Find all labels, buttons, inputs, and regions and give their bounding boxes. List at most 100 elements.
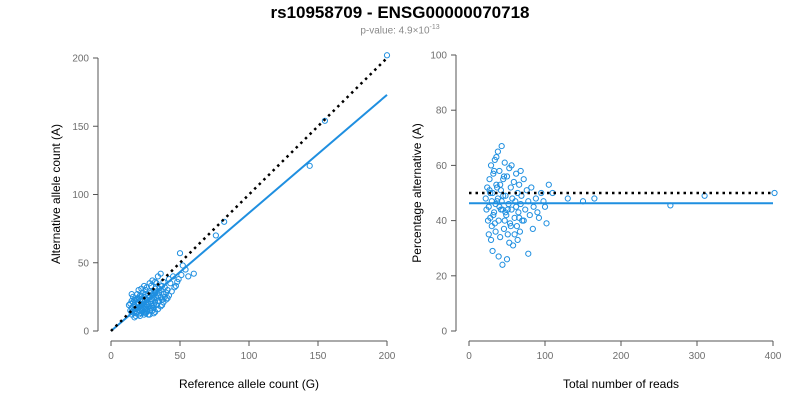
x-tick-label: 400 xyxy=(765,351,782,362)
x-axis-label: Total number of reads xyxy=(563,377,679,391)
p-value-text: p-value: 4.9×10 xyxy=(360,25,430,37)
data-point xyxy=(513,203,520,210)
data-point xyxy=(501,217,508,224)
chart-subtitle: p-value: 4.9×10-13 xyxy=(0,24,800,36)
data-point xyxy=(157,270,164,277)
data-point xyxy=(515,209,522,216)
data-point xyxy=(493,181,500,188)
data-point xyxy=(490,167,498,175)
y-tick-label: 80 xyxy=(436,106,448,117)
data-point xyxy=(490,209,498,216)
fit-line xyxy=(110,94,388,332)
data-point xyxy=(212,232,219,239)
data-point xyxy=(514,236,521,244)
data-point xyxy=(136,292,144,299)
y-tick-label: 0 xyxy=(83,327,89,338)
data-point xyxy=(564,195,571,202)
data-point xyxy=(149,296,156,303)
data-point xyxy=(513,170,520,177)
data-point xyxy=(484,217,492,224)
data-point xyxy=(500,173,508,180)
data-point xyxy=(496,167,503,175)
y-tick-label: 20 xyxy=(436,271,448,282)
data-point xyxy=(178,271,185,279)
data-point xyxy=(506,220,514,227)
data-point xyxy=(503,211,510,219)
data-point xyxy=(493,154,500,161)
data-point xyxy=(383,52,391,59)
data-point xyxy=(490,211,497,219)
data-point xyxy=(163,296,170,303)
data-point xyxy=(541,203,549,210)
x-tick-label: 0 xyxy=(108,351,114,362)
data-point xyxy=(503,173,511,180)
data-point xyxy=(543,220,550,227)
data-point xyxy=(494,184,501,191)
data-point xyxy=(143,284,150,291)
data-point xyxy=(532,195,539,202)
data-point xyxy=(501,159,508,166)
data-point xyxy=(523,187,530,194)
data-point xyxy=(157,303,164,310)
data-point xyxy=(535,214,543,221)
data-point xyxy=(530,203,537,210)
y-tick-label: 200 xyxy=(72,54,89,65)
data-point xyxy=(490,170,497,177)
scatter-plot-2: 0 100 200 300 400 0 20 40 60 80 100 Total number of… xyxy=(410,51,782,392)
data-point xyxy=(165,292,173,299)
x-tick-label: 200 xyxy=(379,351,396,362)
data-point xyxy=(486,176,493,183)
data-point xyxy=(508,206,515,213)
y-tick-label: 100 xyxy=(430,51,447,62)
data-point xyxy=(168,288,175,295)
data-point xyxy=(153,280,160,287)
y-tick-label: 150 xyxy=(72,122,89,133)
data-point xyxy=(306,162,313,169)
x-axis-label: Reference allele count (G) xyxy=(179,377,319,391)
data-point xyxy=(497,234,504,241)
data-point xyxy=(487,162,495,169)
data-point xyxy=(538,189,545,197)
data-point xyxy=(489,247,496,255)
data-point xyxy=(131,314,138,321)
x-tick-label: 50 xyxy=(174,351,186,362)
y-tick-label: 50 xyxy=(78,258,90,269)
data-point xyxy=(142,310,149,317)
data-point xyxy=(482,195,489,202)
data-point xyxy=(498,142,505,150)
data-point xyxy=(497,206,505,213)
x-tick-label: 300 xyxy=(689,351,706,362)
data-point xyxy=(146,311,153,318)
data-point xyxy=(511,214,518,221)
data-point xyxy=(529,225,536,232)
y-axis-label: Alternative allele count (A) xyxy=(49,124,63,264)
data-point xyxy=(143,301,150,309)
chart-title: rs10958709 - ENSG00000070718 xyxy=(270,3,530,22)
data-point xyxy=(517,167,524,175)
data-point xyxy=(500,225,508,232)
y-axis-label: Percentage alternative (A) xyxy=(410,123,424,262)
data-point xyxy=(164,286,171,294)
data-point xyxy=(513,223,520,230)
data-point xyxy=(525,250,532,257)
data-point xyxy=(171,284,178,291)
data-point xyxy=(139,296,146,303)
data-point xyxy=(176,250,184,257)
data-point xyxy=(511,231,518,238)
data-point xyxy=(185,273,192,280)
y-tick-label: 0 xyxy=(441,327,447,338)
x-tick-label: 150 xyxy=(310,351,327,362)
data-point xyxy=(520,176,527,183)
x-tick-label: 200 xyxy=(613,351,630,362)
data-point xyxy=(507,223,514,230)
data-point xyxy=(492,228,499,235)
data-point xyxy=(483,206,490,213)
data-point xyxy=(526,211,533,219)
data-point xyxy=(494,148,501,155)
data-point xyxy=(179,262,186,269)
data-point xyxy=(321,117,328,124)
x-tick-label: 100 xyxy=(241,351,258,362)
data-point xyxy=(545,181,552,188)
data-point xyxy=(221,218,228,225)
